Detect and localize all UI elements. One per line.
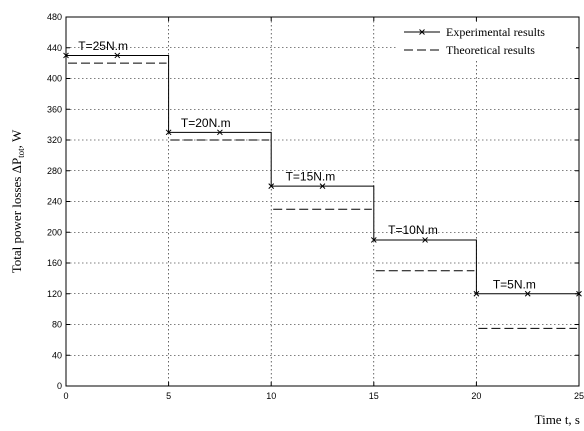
legend-item-theoretical: Theoretical results (404, 43, 535, 57)
experimental-marker (165, 129, 172, 136)
experimental-marker (370, 237, 377, 243)
y-tick-label: 360 (47, 104, 62, 114)
experimental-marker (319, 183, 326, 189)
x-tick-label: 25 (574, 391, 584, 401)
y-tick-label: 480 (47, 12, 62, 22)
experimental-marker (524, 290, 531, 297)
y-axis-label-main: Total power losses ΔP (9, 158, 24, 273)
y-axis-label-sub: tot (16, 148, 26, 158)
experimental-marker (268, 183, 275, 189)
step-annotation: T=25N.m (78, 39, 128, 53)
step-annotations: T=25N.m T=20N.m T=15N.m T=10N.m T=5N.m (78, 39, 536, 291)
y-tick-label: 120 (47, 289, 62, 299)
legend-label: Experimental results (446, 25, 545, 39)
marker-stroke (319, 183, 326, 189)
y-axis-label-unit: , W (9, 129, 24, 148)
y-tick-label: 0 (57, 381, 62, 391)
series-layer (63, 52, 582, 329)
x-tick-label: 15 (369, 391, 379, 401)
y-tick-label: 440 (47, 43, 62, 53)
marker-stroke (165, 129, 172, 136)
marker-stroke (473, 290, 480, 297)
experimental-marker (217, 129, 223, 136)
axis-ticks: 0 5 10 15 20 25 0 40 80 120 160 200 240 280 320 360 400 4… (47, 12, 584, 401)
legend-marker (419, 29, 425, 35)
marker-stroke (370, 237, 377, 243)
legend-box (398, 22, 576, 60)
step-annotation: T=15N.m (286, 170, 336, 184)
x-tick-label: 0 (63, 391, 68, 401)
y-tick-label: 400 (47, 74, 62, 84)
y-tick-label: 40 (52, 350, 62, 360)
y-axis-label: Total power losses ΔPtot, W (9, 129, 26, 273)
legend-label: Theoretical results (446, 43, 535, 57)
experimental-marker (473, 290, 480, 297)
marker-stroke (217, 129, 223, 136)
step-annotation: T=20N.m (181, 116, 231, 130)
legend: Experimental results Theoretical results (398, 22, 576, 60)
y-tick-label: 280 (47, 166, 62, 176)
step-annotation: T=5N.m (493, 277, 536, 291)
y-tick-label: 200 (47, 227, 62, 237)
marker-stroke (114, 52, 121, 59)
marker-stroke (268, 183, 275, 189)
legend-item-experimental: Experimental results (404, 25, 545, 39)
marker-stroke (422, 237, 428, 243)
marker-stroke (524, 290, 531, 297)
experimental-marker (114, 52, 121, 59)
y-tick-label: 160 (47, 258, 62, 268)
experimental-marker (422, 237, 428, 243)
x-tick-label: 20 (471, 391, 481, 401)
x-axis-label: Time t, s (535, 412, 580, 427)
x-tick-label: 5 (166, 391, 171, 401)
grid-lines (66, 17, 579, 386)
y-tick-label: 320 (47, 135, 62, 145)
y-tick-label: 240 (47, 197, 62, 207)
x-tick-label: 10 (266, 391, 276, 401)
y-tick-label: 80 (52, 320, 62, 330)
step-annotation: T=10N.m (388, 223, 438, 237)
